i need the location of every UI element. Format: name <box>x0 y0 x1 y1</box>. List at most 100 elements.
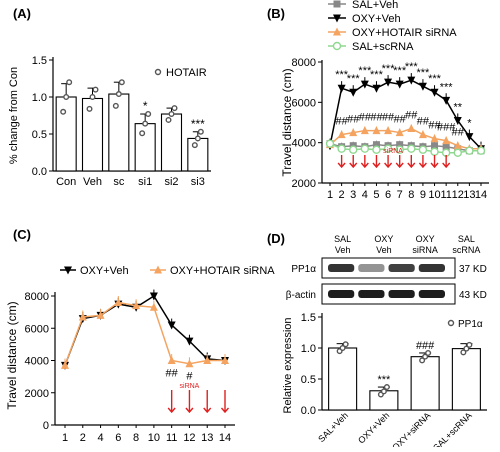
b-significance-hash: ## <box>370 111 383 123</box>
b-injection-arrow-head <box>360 162 369 169</box>
b-injection-arrow-head <box>418 162 427 169</box>
d-x-tick-label: SAL+Veh <box>316 410 350 444</box>
b-injection-arrow <box>337 155 346 169</box>
d-x-tick-label: OXY+siRNA <box>390 410 432 447</box>
a-data-point <box>191 142 198 149</box>
c-injection-arrow <box>167 390 176 414</box>
c-data-point <box>149 292 158 301</box>
b-legend-label: OXY+HOTAIR siRNA <box>352 27 457 39</box>
b-data-point <box>372 145 381 154</box>
b-x-tick-label: 11 <box>440 189 451 201</box>
a-data-point <box>89 93 96 100</box>
d-blot-band <box>388 264 415 272</box>
d-data-point <box>339 345 346 352</box>
b-significance-hash: ## <box>382 111 395 123</box>
c-y-tick-label: 4000 <box>25 356 49 368</box>
a-data-point <box>168 111 175 118</box>
b-significance-star: *** <box>428 73 442 85</box>
b-data-point <box>418 130 427 139</box>
b-data-point <box>395 145 404 154</box>
b-data-point <box>372 126 381 135</box>
c-data-point <box>221 356 229 364</box>
a-data-point <box>92 86 99 93</box>
b-significance-hash: ## <box>359 111 372 123</box>
c-data-point <box>114 297 123 306</box>
b-data-point <box>396 141 404 149</box>
b-x-tick-label: 3 <box>350 189 356 201</box>
a-bar <box>134 123 156 172</box>
c-x-tick-label: 8 <box>133 432 139 444</box>
d-lane-label: OXY <box>374 234 393 244</box>
a-data-point <box>86 105 93 112</box>
a-data-point <box>112 102 119 109</box>
d-blot-band <box>328 264 355 272</box>
c-legend-label: OXY+HOTAIR siRNA <box>170 265 275 277</box>
d-significance: ### <box>416 340 435 352</box>
d-x-tick-label: OXY+Veh <box>356 410 391 445</box>
b-x-tick-label: 1 <box>327 189 333 201</box>
c-y-axis-label: Travel distance (cm) <box>5 301 19 409</box>
a-data-point <box>145 111 152 118</box>
a-bar <box>108 93 130 172</box>
b-data-point <box>453 141 462 150</box>
d-data-point <box>463 345 470 352</box>
b-significance-hash: ## <box>417 116 430 128</box>
d-lane-label: OXY <box>416 234 435 244</box>
a-data-point <box>142 120 149 127</box>
d-blot-band <box>328 290 355 298</box>
d-data-point <box>383 384 390 391</box>
c-significance-hash: # <box>186 371 193 383</box>
b-significance-hash: ### <box>437 122 456 134</box>
c-x-tick-label: 6 <box>115 432 121 444</box>
b-x-tick-label: 5 <box>373 189 379 201</box>
b-data-point <box>453 148 462 157</box>
a-x-tick-label: si3 <box>191 176 205 188</box>
b-legend-marker <box>333 27 341 36</box>
b-data-point <box>360 126 369 135</box>
d-blot-band <box>418 264 445 272</box>
b-significance-hash: ## <box>452 127 465 139</box>
c-significance-hash: ## <box>166 368 179 380</box>
d-y-tick-label: 1.0 <box>301 343 316 355</box>
c-x-tick-label: 12 <box>183 432 195 444</box>
b-injection-arrow-head <box>395 162 404 169</box>
c-data-point <box>167 321 176 330</box>
a-y-tick-label: 1.0 <box>32 92 47 104</box>
b-injection-arrow <box>384 155 393 169</box>
c-y-tick-label: 6000 <box>25 323 49 335</box>
b-significance-hash: ## <box>347 114 360 126</box>
c-data-point <box>149 302 158 311</box>
b-injection-arrow <box>349 155 358 169</box>
d-significance: *** <box>377 374 391 386</box>
a-significance: * <box>143 99 148 113</box>
b-data-point <box>325 139 335 148</box>
b-injection-arrow-head <box>430 162 439 169</box>
a-x-tick-label: si2 <box>164 176 178 188</box>
a-bar <box>81 97 104 172</box>
b-y-tick-label: 6000 <box>292 97 316 109</box>
d-blot-protein-label: β-actin <box>286 290 316 301</box>
d-blot-band <box>358 264 385 272</box>
b-significance-star: * <box>467 118 472 130</box>
b-y-axis-label: Travel distance (cm) <box>280 68 294 176</box>
b-significance-star: *** <box>347 73 361 85</box>
b-data-point <box>430 88 439 97</box>
c-legend-label: OXY+Veh <box>80 265 129 277</box>
b-data-point <box>442 136 451 145</box>
c-injection-arrow <box>220 390 230 414</box>
d-blot-band <box>388 290 415 298</box>
b-data-point <box>442 143 450 151</box>
b-significance-star: *** <box>417 67 431 79</box>
b-significance-hash: ## <box>335 116 348 128</box>
d-bar <box>328 347 358 411</box>
c-data-point <box>185 359 194 368</box>
c-x-tick-label: 1 <box>62 432 68 444</box>
c-x-tick-label: 14 <box>219 432 231 444</box>
d-lane-label: siRNA <box>412 245 438 255</box>
b-legend-marker <box>333 14 341 23</box>
a-data-point <box>165 116 172 123</box>
a-data-point <box>60 108 67 115</box>
d-data-point <box>422 353 429 360</box>
b-legend-label: OXY+Veh <box>352 13 401 25</box>
b-data-point <box>337 130 346 139</box>
